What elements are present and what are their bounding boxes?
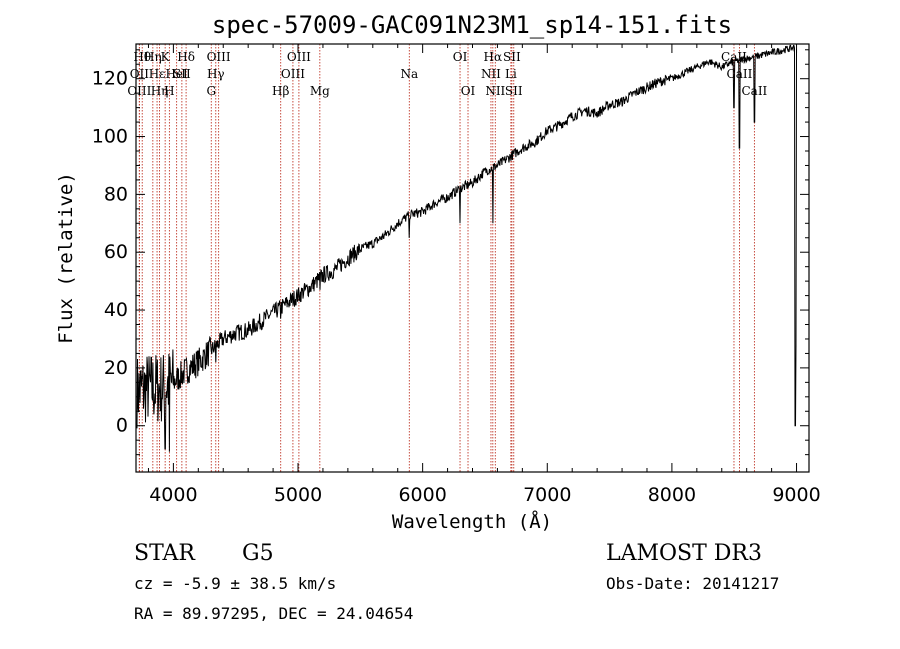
emission-line-label: G (206, 84, 216, 98)
y-axis: 0 20 40 60 80 100 120 (92, 49, 809, 456)
emission-line-label: Hη (144, 50, 162, 64)
x-tick-label: 9000 (772, 484, 820, 506)
y-tick-label: 0 (116, 415, 128, 437)
emission-line-labels: HθOIIOIIIHηHεHηKHHeISIIHδGHγOIIIHβOIIIOI… (127, 50, 767, 98)
x-tick-label: 6000 (398, 484, 446, 506)
y-tick-label: 60 (104, 241, 128, 263)
x-axis-label: Wavelength (Å) (392, 510, 552, 533)
emission-line-label: Na (400, 67, 418, 81)
chart-title: spec-57009-GAC091N23M1_sp14-151.fits (212, 11, 732, 39)
y-tick-label: 100 (92, 126, 128, 148)
emission-line-label: OIII (127, 84, 151, 98)
emission-line-markers (138, 44, 755, 472)
object-subclass: G5 (242, 541, 274, 566)
y-tick-label: 80 (104, 183, 128, 205)
redshift-value: cz = -5.9 ± 38.5 km/s (134, 574, 336, 593)
y-tick-label: 20 (104, 357, 128, 379)
emission-line-label: H (164, 84, 174, 98)
emission-line-label: NII (485, 84, 505, 98)
emission-line-label: OIII (287, 50, 311, 64)
x-tick-label: 7000 (523, 484, 571, 506)
emission-line-label: OI (453, 50, 468, 64)
object-class: STAR (134, 541, 196, 566)
x-tick-label: 4000 (149, 484, 197, 506)
emission-line-label: OII (130, 67, 150, 81)
spectrum-series-line (136, 44, 797, 452)
emission-line-label: Hα (484, 50, 503, 64)
emission-line-label: Hθ (133, 50, 151, 64)
emission-line-label: Li (505, 67, 517, 81)
y-tick-label: 40 (104, 299, 128, 321)
emission-line-label: OI (461, 84, 476, 98)
emission-line-label: HeI (165, 67, 188, 81)
x-axis: 4000 5000 6000 7000 8000 9000 (147, 44, 821, 506)
emission-line-label: OIII (207, 50, 231, 64)
emission-line-label: Hη (151, 84, 169, 98)
emission-line-label: Hε (149, 67, 166, 81)
y-tick-label: 120 (92, 68, 128, 90)
survey-name: LAMOST DR3 (606, 541, 762, 566)
y-axis-label: Flux (relative) (55, 172, 77, 344)
emission-line-label: Hβ (272, 84, 289, 98)
plot-frame (135, 43, 810, 473)
emission-line-label: K (161, 50, 171, 64)
emission-line-label: NII (481, 67, 501, 81)
emission-line-label: SII (503, 50, 521, 64)
emission-line-label: Hγ (207, 67, 225, 81)
emission-line-label: Mg (310, 84, 330, 98)
observation-date: Obs-Date: 20141217 (606, 574, 779, 593)
x-tick-label: 8000 (648, 484, 696, 506)
emission-line-label: Hδ (177, 50, 195, 64)
emission-line-label: SII (505, 84, 523, 98)
emission-line-label: OIII (281, 67, 305, 81)
sky-coordinates: RA = 89.97295, DEC = 24.04654 (134, 604, 413, 623)
emission-line-label: SII (173, 67, 191, 81)
x-tick-label: 5000 (274, 484, 322, 506)
